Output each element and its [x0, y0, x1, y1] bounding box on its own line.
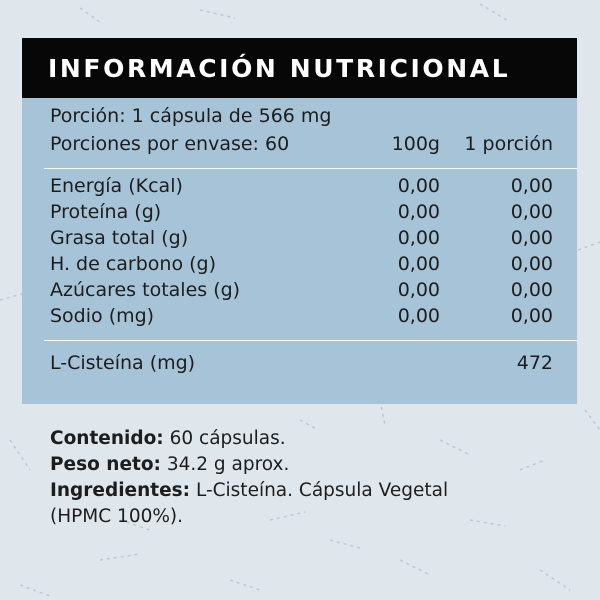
servings-per-container: Porciones por envase: 60	[50, 133, 290, 155]
nutrient-name: Azúcares totales (g)	[50, 279, 241, 301]
nutrient-value-portion: 0,00	[510, 279, 553, 301]
nutrient-value-portion: 0,00	[510, 227, 553, 249]
nutrient-name: Sodio (mg)	[50, 305, 155, 327]
nutrition-title: INFORMACIÓN NUTRICIONAL	[48, 53, 511, 83]
content-value: 60 cápsulas.	[163, 428, 286, 449]
ingredients-value: L-Cisteína. Cápsula Vegetal	[190, 480, 449, 501]
ingredients-label: Ingredientes:	[50, 480, 191, 501]
nutrient-value-portion: 0,00	[510, 175, 553, 197]
nutrient-name: Proteína (g)	[50, 201, 162, 223]
net-weight-line: Peso neto: 34.2 g aprox.	[50, 452, 570, 478]
nutrient-value-100g: 0,00	[397, 305, 440, 327]
nutrition-label: INFORMACIÓN NUTRICIONAL Porción: 1 cápsu…	[22, 38, 577, 404]
nutrient-value-portion: 0,00	[510, 253, 553, 275]
product-details: Contenido: 60 cápsulas. Peso neto: 34.2 …	[50, 426, 570, 530]
divider	[44, 168, 577, 169]
nutrient-value-100g: 0,00	[397, 201, 440, 223]
content-line: Contenido: 60 cápsulas.	[50, 426, 570, 452]
nutrient-name: Energía (Kcal)	[50, 175, 183, 197]
nutrient-value-portion: 0,00	[510, 201, 553, 223]
column-header-100g: 100g	[391, 133, 440, 155]
net-weight-value: 34.2 g aprox.	[160, 454, 290, 475]
serving-size: Porción: 1 cápsula de 566 mg	[50, 105, 332, 127]
nutrient-value-portion: 0,00	[510, 305, 553, 327]
active-ingredient-name: L-Cisteína (mg)	[50, 352, 196, 374]
net-weight-label: Peso neto:	[50, 454, 161, 475]
nutrient-value-100g: 0,00	[397, 175, 440, 197]
nutrient-name: Grasa total (g)	[50, 227, 189, 249]
nutrient-value-100g: 0,00	[397, 253, 440, 275]
active-ingredient-value: 472	[516, 352, 553, 374]
nutrition-header: INFORMACIÓN NUTRICIONAL	[22, 38, 577, 98]
content-label: Contenido:	[50, 428, 164, 449]
nutrition-table: Porción: 1 cápsula de 566 mg Porciones p…	[22, 98, 577, 404]
ingredients-line-2: (HPMC 100%).	[50, 506, 184, 527]
nutrient-value-100g: 0,00	[397, 279, 440, 301]
nutrient-value-100g: 0,00	[397, 227, 440, 249]
column-header-portion: 1 porción	[464, 133, 553, 155]
nutrient-name: H. de carbono (g)	[50, 253, 216, 275]
divider	[44, 340, 577, 341]
ingredients-line: Ingredientes: L-Cisteína. Cápsula Vegeta…	[50, 478, 570, 504]
